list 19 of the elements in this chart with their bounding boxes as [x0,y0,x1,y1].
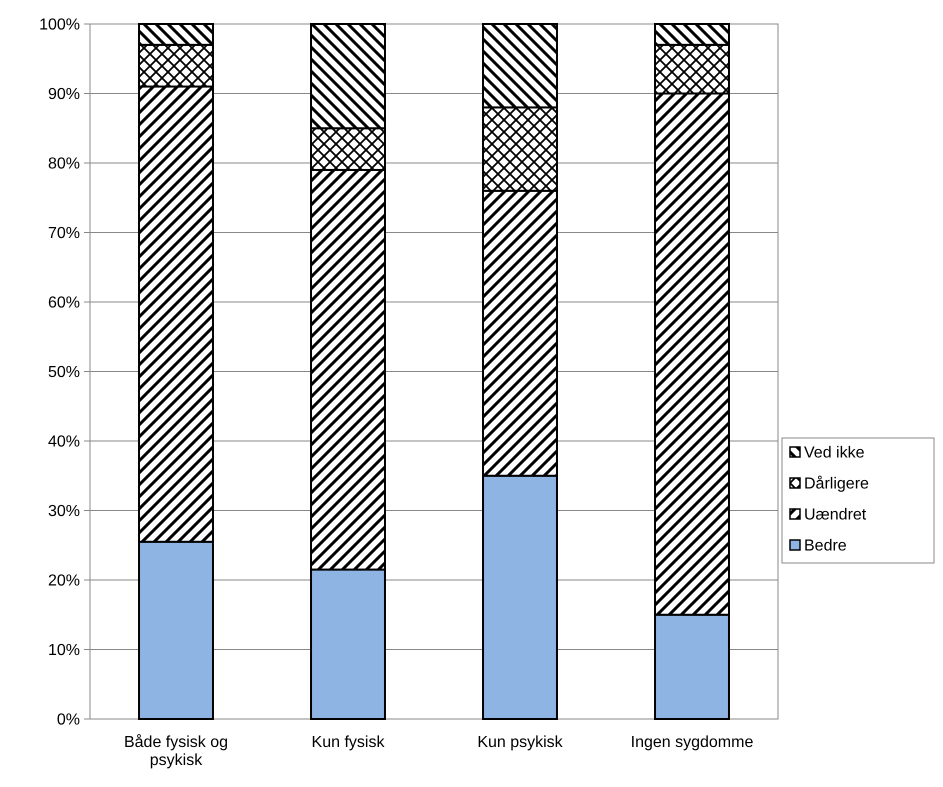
y-tick-label: 100% [39,16,80,34]
y-tick-label: 90% [48,86,80,104]
legend-label: Uændret [804,506,867,524]
x-tick-label: Kun fysisk [312,734,386,751]
y-tick-label: 40% [48,434,80,451]
legend-label: Bedre [804,538,847,555]
legend-label: Ved ikke [804,444,865,462]
y-tick-label: 30% [48,503,80,520]
y-tick-label: 20% [48,572,80,590]
x-tick-label: Kun psykisk [477,734,564,751]
legend-label: Dårligere [804,476,870,493]
y-tick-label: 50% [48,364,80,382]
y-tick-label: 0% [56,712,80,729]
y-tick-label: 80% [48,156,80,173]
y-tick-label: 70% [48,225,80,242]
x-tick-label: Ingen sygdomme [630,734,754,751]
y-tick-label: 60% [48,294,80,312]
x-tick-label: Både fysisk og psykisk [124,734,228,769]
y-tick-label: 10% [48,642,80,660]
